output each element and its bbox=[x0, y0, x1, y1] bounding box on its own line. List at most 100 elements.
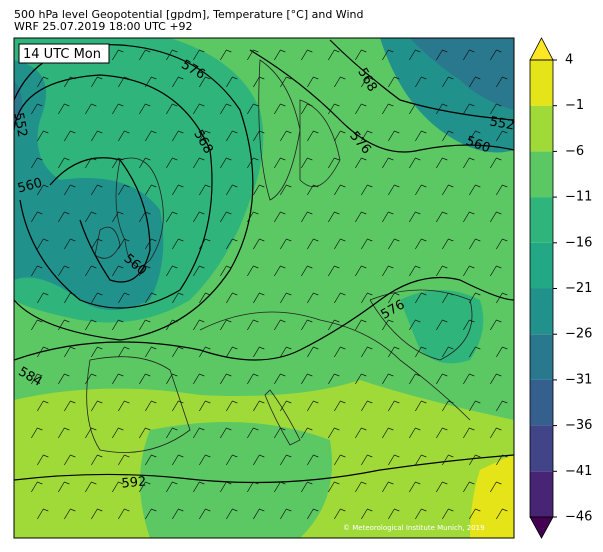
wind-barb bbox=[91, 238, 103, 250]
wind-barb bbox=[490, 373, 502, 385]
wind-barb bbox=[64, 454, 76, 466]
wind-barb bbox=[361, 238, 373, 250]
wind-barb bbox=[388, 130, 400, 142]
wind-barb bbox=[91, 454, 103, 466]
wind-barb bbox=[301, 427, 313, 439]
contour-label: 552 bbox=[10, 111, 29, 138]
temperature-field bbox=[14, 80, 22, 130]
wind-barb bbox=[253, 400, 265, 412]
wind-barb bbox=[328, 157, 340, 169]
wind-barb bbox=[409, 49, 421, 61]
wind-barb bbox=[382, 319, 394, 331]
wind-barb bbox=[145, 130, 157, 142]
wind-barb bbox=[361, 400, 373, 412]
wind-barb bbox=[220, 427, 232, 439]
wind-barb bbox=[112, 103, 124, 115]
wind-barb bbox=[415, 400, 427, 412]
wind-barb bbox=[139, 211, 151, 223]
colorbar-segment bbox=[530, 425, 553, 472]
wind-barb bbox=[382, 103, 394, 115]
wind-barb bbox=[361, 292, 373, 304]
wind-barb bbox=[328, 211, 340, 223]
wind-barb bbox=[220, 481, 232, 493]
wind-barb bbox=[139, 103, 151, 115]
wind-barb bbox=[415, 346, 427, 358]
wind-barb bbox=[64, 76, 76, 88]
wind-barb bbox=[328, 265, 340, 277]
contour-label: 552 bbox=[488, 114, 515, 133]
wind-barb bbox=[469, 508, 481, 520]
wind-barb bbox=[328, 103, 340, 115]
wind-barb bbox=[463, 265, 475, 277]
colorbar-extend-high bbox=[529, 37, 554, 61]
wind-barb bbox=[490, 211, 502, 223]
wind-barb bbox=[226, 292, 238, 304]
wind-barb bbox=[193, 265, 205, 277]
wind-barb bbox=[145, 238, 157, 250]
wind-barb bbox=[307, 184, 319, 196]
wind-barb bbox=[118, 508, 130, 520]
wind-barb bbox=[280, 184, 292, 196]
wind-barb bbox=[220, 211, 232, 223]
wind-barb bbox=[274, 49, 286, 61]
wind-barb bbox=[85, 157, 97, 169]
wind-barb bbox=[193, 481, 205, 493]
wind-barb bbox=[442, 346, 454, 358]
wind-barb bbox=[91, 76, 103, 88]
wind-barb bbox=[85, 373, 97, 385]
wind-barb bbox=[193, 103, 205, 115]
wind-barb bbox=[274, 103, 286, 115]
wind-barb bbox=[442, 400, 454, 412]
wind-barb bbox=[469, 76, 481, 88]
wind-barb bbox=[463, 427, 475, 439]
time-label-box bbox=[18, 43, 110, 64]
wind-barb bbox=[361, 346, 373, 358]
wind-barb bbox=[91, 292, 103, 304]
wind-barb bbox=[355, 103, 367, 115]
colorbar-tick-label: −31 bbox=[565, 372, 592, 387]
wind-barb bbox=[328, 373, 340, 385]
wind-barb bbox=[307, 346, 319, 358]
wind-barb bbox=[64, 508, 76, 520]
wind-barb bbox=[463, 373, 475, 385]
wind-barb bbox=[334, 76, 346, 88]
wind-barb bbox=[469, 184, 481, 196]
wind-barb bbox=[64, 184, 76, 196]
wind-barb bbox=[91, 346, 103, 358]
wind-barb bbox=[490, 427, 502, 439]
wind-barb bbox=[442, 508, 454, 520]
wind-barb bbox=[253, 184, 265, 196]
colorbar-segment bbox=[530, 242, 553, 289]
wind-barb bbox=[328, 481, 340, 493]
wind-barb bbox=[166, 373, 178, 385]
wind-barb bbox=[415, 184, 427, 196]
wind-barb bbox=[31, 319, 43, 331]
wind-barb bbox=[355, 211, 367, 223]
wind-barb bbox=[199, 76, 211, 88]
wind-barb bbox=[361, 454, 373, 466]
wind-barb bbox=[463, 319, 475, 331]
colorbar-extend-low bbox=[529, 516, 554, 539]
wind-barb bbox=[409, 481, 421, 493]
wind-barbs bbox=[31, 49, 508, 520]
wind-barb bbox=[247, 157, 259, 169]
wind-barb bbox=[172, 346, 184, 358]
wind-barb bbox=[193, 211, 205, 223]
copyright: © Meteorological Institute Munich, 2019 bbox=[343, 524, 485, 532]
wind-barb bbox=[199, 508, 211, 520]
wind-barb bbox=[301, 481, 313, 493]
colorbar-tick-label: 4 bbox=[565, 53, 573, 68]
wind-barb bbox=[469, 454, 481, 466]
wind-barb bbox=[253, 454, 265, 466]
wind-barb bbox=[436, 265, 448, 277]
wind-barb bbox=[490, 481, 502, 493]
wind-barb bbox=[382, 157, 394, 169]
wind-barb bbox=[463, 103, 475, 115]
wind-barb bbox=[307, 508, 319, 520]
wind-barb bbox=[166, 157, 178, 169]
wind-barb bbox=[166, 103, 178, 115]
wind-barb bbox=[199, 454, 211, 466]
wind-barb bbox=[37, 130, 49, 142]
subtitle: WRF 25.07.2019 18:00 UTC +92 bbox=[14, 20, 193, 33]
